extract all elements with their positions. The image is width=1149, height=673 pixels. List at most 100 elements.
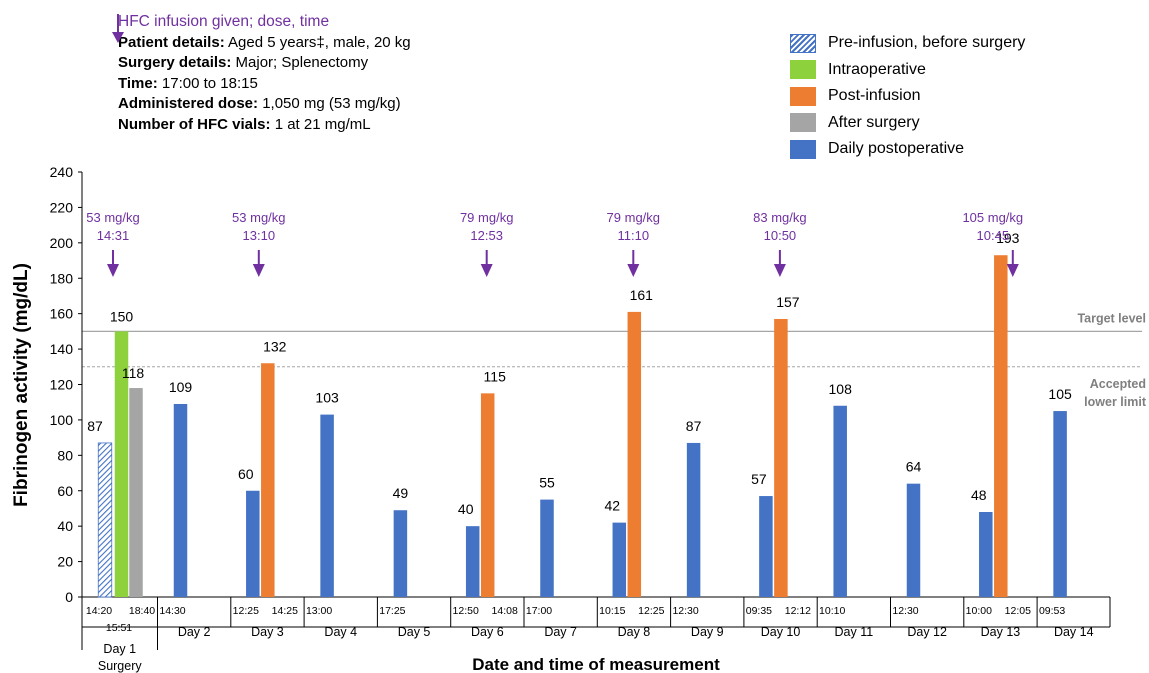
infusion-dose-label: 79 mg/kg <box>607 210 660 225</box>
y-tick-label: 200 <box>50 235 74 251</box>
bar-day3-1225 <box>246 490 260 597</box>
infusion-arrow-icon <box>107 264 119 277</box>
x-time-label: 12:25 <box>638 605 664 617</box>
x-day-label: Day 8 <box>618 625 651 639</box>
vials-value: 1 at 21 mg/mL <box>270 115 371 133</box>
bar-value-label: 60 <box>238 466 254 482</box>
bar-day9-1230 <box>686 442 701 597</box>
legend-swatch-after <box>790 113 816 133</box>
bar-value-label: 103 <box>315 390 339 406</box>
bar-day14-0953 <box>1053 411 1067 597</box>
x-day-label: Day 13 <box>981 625 1021 639</box>
dose-label: Administered dose: <box>118 95 259 112</box>
infusion-dose-label: 53 mg/kg <box>86 210 139 225</box>
x-time-label: 14:30 <box>159 605 185 617</box>
x-day-label: Day 1 <box>103 642 136 656</box>
infusion-arrow-icon <box>773 264 786 277</box>
bar-value-label: 161 <box>630 287 654 303</box>
y-tick-label: 240 <box>50 164 74 180</box>
y-axis-title: Fibrinogen activity (mg/dL) <box>11 263 32 507</box>
x-axis-title: Date and time of measurement <box>472 655 720 673</box>
x-time-label: 14:25 <box>272 605 298 617</box>
bar-value-label: 48 <box>971 487 987 503</box>
legend-swatch-post <box>790 86 816 106</box>
bar-day10-1212 <box>774 318 788 597</box>
bar-day8-1225 <box>627 311 642 597</box>
x-time-label: 09:53 <box>1039 605 1065 617</box>
x-day-label: Day 9 <box>691 625 724 639</box>
y-tick-label: 100 <box>50 412 74 428</box>
x-day-label: Day 11 <box>835 625 874 639</box>
vials-label: Number of HFC vials: <box>118 115 271 133</box>
legend-label-pre: Pre-infusion, before surgery <box>828 34 1026 52</box>
x-time-label: 15:51 <box>106 622 132 634</box>
bar-value-label: 150 <box>110 308 134 324</box>
bar-value-label: 42 <box>605 498 621 514</box>
x-day-sublabel: Surgery <box>98 659 143 673</box>
bar-value-label: 193 <box>996 230 1020 246</box>
y-tick-label: 60 <box>57 483 73 499</box>
bar-value-label: 87 <box>87 418 103 434</box>
surgery-details-label: Surgery details: <box>118 54 232 71</box>
x-time-label: 14:20 <box>86 605 112 617</box>
bar-day6-1408 <box>480 393 495 597</box>
bar-value-label: 115 <box>484 368 507 384</box>
bar-day8-1015 <box>612 522 627 597</box>
bar-value-label: 55 <box>539 475 555 491</box>
bar-value-label: 87 <box>686 418 702 434</box>
bar-day13-1205 <box>994 255 1008 597</box>
bar-day10-0935 <box>759 496 773 597</box>
bar-day1-1840 <box>129 388 143 597</box>
legend-item-daily: Daily postoperative <box>790 136 1025 163</box>
infusion-arrow-icon <box>252 264 265 277</box>
bar-value-label: 57 <box>751 471 767 487</box>
bar-value-label: 108 <box>829 381 853 397</box>
infusion-arrow-icon <box>480 264 493 277</box>
y-tick-label: 20 <box>57 554 73 570</box>
x-time-label: 12:50 <box>453 605 479 617</box>
y-tick-label: 120 <box>50 377 74 393</box>
bar-day3-1425 <box>261 363 275 597</box>
x-day-label: Day 12 <box>907 625 947 639</box>
bar-value-label: 40 <box>458 501 474 517</box>
bar-day12-1230 <box>906 483 921 597</box>
y-tick-label: 80 <box>57 447 73 463</box>
vials-details: Number of HFC vials: 1 at 21 mg/mL <box>118 115 411 136</box>
y-tick-label: 140 <box>50 341 74 357</box>
dose-details: Administered dose: 1,050 mg (53 mg/kg) <box>118 94 411 115</box>
x-time-label: 14:08 <box>492 605 518 617</box>
infusion-dose-label: 53 mg/kg <box>232 210 285 225</box>
x-time-label: 09:35 <box>746 605 772 617</box>
accepted-lower-limit-label: Accepted lower limit <box>1084 377 1147 409</box>
x-day-label: Day 3 <box>251 625 284 639</box>
infusion-time-label: 14:31 <box>97 228 130 243</box>
y-tick-label: 0 <box>65 589 73 605</box>
legend-swatch-daily <box>790 139 816 159</box>
x-time-label: 12:25 <box>233 605 259 617</box>
infusion-dose-label: 79 mg/kg <box>460 210 513 225</box>
bar-day2-1430 <box>173 403 188 597</box>
infusion-arrow-legend-icon <box>112 14 124 43</box>
legend-label-after: After surgery <box>828 113 920 131</box>
infusion-time-label: 13:10 <box>243 228 276 243</box>
y-tick-label: 40 <box>57 518 73 534</box>
chart-legend: Pre-infusion, before surgery Intraoperat… <box>790 30 1025 163</box>
bar-value-label: 105 <box>1048 386 1072 402</box>
x-time-label: 12:05 <box>1005 605 1031 617</box>
surgery-details: Surgery details: Major; Splenectomy <box>118 53 411 74</box>
y-tick-label: 180 <box>50 270 74 286</box>
patient-details-value: Aged 5 years‡, male, 20 kg <box>224 33 411 51</box>
bar-day5-1725 <box>393 510 408 597</box>
bar-value-label: 64 <box>906 459 922 475</box>
y-tick-label: 220 <box>50 199 74 215</box>
x-time-label: 10:00 <box>966 605 992 617</box>
x-time-label: 12:12 <box>785 605 811 617</box>
x-time-label: 10:15 <box>599 605 625 617</box>
legend-item-post: Post-infusion <box>790 83 1025 110</box>
bar-value-label: 132 <box>263 338 287 354</box>
x-time-label: 10:10 <box>819 605 845 617</box>
bar-day4-1300 <box>320 414 334 597</box>
bar-value-label: 49 <box>393 485 409 501</box>
infusion-dose-label: 105 mg/kg <box>962 210 1023 225</box>
